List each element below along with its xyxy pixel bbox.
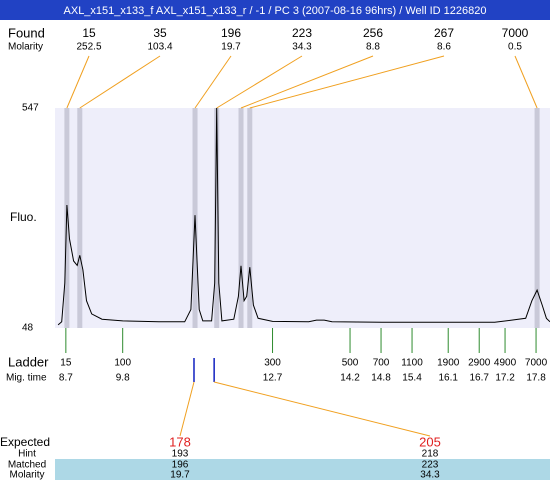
ladder-time: 8.7 <box>59 373 73 384</box>
ladder-time: 15.4 <box>402 373 422 384</box>
peak-band <box>214 108 220 328</box>
mig-time-label: Mig. time <box>6 373 47 384</box>
found-molarity: 103.4 <box>147 42 172 53</box>
ladder-size: 4900 <box>494 358 517 369</box>
found-molarity: 8.6 <box>437 42 451 53</box>
found-molarity: 252.5 <box>76 42 101 53</box>
ladder-size: 7000 <box>525 358 548 369</box>
found-size: 35 <box>153 26 167 40</box>
hint-value: 193 <box>172 449 189 460</box>
expected-connector <box>179 381 195 437</box>
found-size: 7000 <box>502 26 529 40</box>
peak-band <box>247 108 253 328</box>
matched-band <box>55 459 550 480</box>
found-size: 15 <box>82 26 96 40</box>
peak-connector <box>216 55 303 109</box>
y-tick-label: 48 <box>22 323 34 334</box>
ladder-label: Ladder <box>8 354 49 369</box>
hint-value: 218 <box>422 449 439 460</box>
peak-connector <box>249 55 445 109</box>
ladder-time: 16.7 <box>469 373 489 384</box>
ladder-size: 1100 <box>401 358 423 369</box>
trace-line <box>57 107 550 326</box>
peak-band <box>77 108 83 328</box>
matched-value: 196 <box>172 460 189 471</box>
ladder-time: 14.2 <box>340 373 360 384</box>
title-bar <box>0 0 550 20</box>
peak-connector <box>514 55 538 109</box>
found-size: 256 <box>363 26 383 40</box>
ladder-size: 700 <box>373 358 390 369</box>
found-molarity: 19.7 <box>221 42 241 53</box>
expected-label: Expected <box>0 435 50 449</box>
found-molarity: 8.8 <box>366 42 380 53</box>
title: AXL_x151_x133_f AXL_x151_x133_r / -1 / P… <box>64 5 487 17</box>
found-label: Found <box>8 25 45 40</box>
found-molarity: 0.5 <box>508 42 522 53</box>
ladder-time: 17.8 <box>526 373 546 384</box>
found-molarity: 34.3 <box>292 42 312 53</box>
y-label: Fluo. <box>10 210 37 224</box>
expected-value: 178 <box>169 434 191 449</box>
matched-value: 223 <box>422 460 439 471</box>
found-molarity-label: Molarity <box>8 42 43 53</box>
expected-value: 205 <box>419 434 441 449</box>
ladder-size: 15 <box>60 358 72 369</box>
expected-molarity: 34.3 <box>420 470 440 480</box>
ladder-size: 1900 <box>437 358 460 369</box>
hint-label: Hint <box>18 449 36 460</box>
expected-molarity: 19.7 <box>170 470 190 480</box>
peak-connector <box>79 55 161 109</box>
ladder-time: 14.8 <box>371 373 391 384</box>
peak-connector <box>240 55 374 109</box>
peak-connector <box>66 55 90 109</box>
found-size: 196 <box>221 26 241 40</box>
ladder-size: 500 <box>342 358 359 369</box>
found-size: 267 <box>434 26 454 40</box>
molarity-label: Molarity <box>9 470 44 480</box>
ladder-size: 100 <box>114 358 131 369</box>
matched-label: Matched <box>8 460 46 471</box>
ladder-time: 9.8 <box>116 373 130 384</box>
ladder-size: 300 <box>264 358 281 369</box>
found-size: 223 <box>292 26 312 40</box>
peak-connector <box>194 55 232 109</box>
ladder-time: 17.2 <box>495 373 515 384</box>
ladder-size: 2900 <box>468 358 491 369</box>
peak-band <box>238 108 244 328</box>
y-tick-label: 547 <box>22 103 39 114</box>
peak-band <box>534 108 540 328</box>
plot-area <box>55 108 550 328</box>
expected-connector <box>214 381 431 437</box>
ladder-time: 12.7 <box>263 373 283 384</box>
ladder-time: 16.1 <box>438 373 458 384</box>
